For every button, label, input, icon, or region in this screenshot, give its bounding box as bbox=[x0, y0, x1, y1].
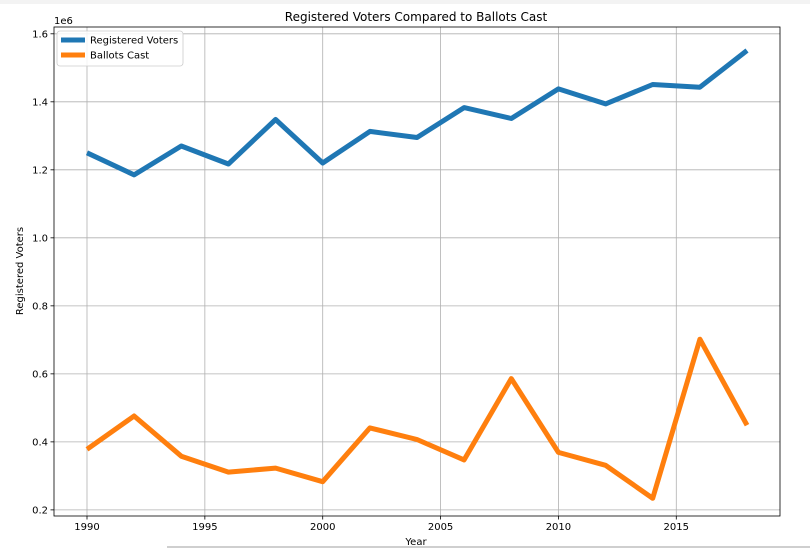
y-tick-label: 1.4 bbox=[32, 97, 48, 108]
y-tick-label: 0.8 bbox=[32, 301, 48, 312]
legend-label: Registered Voters bbox=[90, 36, 178, 47]
x-tick-label: 2000 bbox=[310, 522, 335, 533]
y-axis-offset-label: 1e6 bbox=[54, 16, 73, 27]
legend-box bbox=[56, 30, 184, 67]
bottom-edge-strip bbox=[167, 546, 810, 548]
y-tick-label: 0.4 bbox=[32, 437, 48, 448]
y-tick-label: 1.0 bbox=[32, 233, 48, 244]
y-tick-label: 1.2 bbox=[32, 165, 48, 176]
x-tick-label: 2005 bbox=[428, 522, 453, 533]
x-tick-label: 1995 bbox=[192, 522, 217, 533]
y-tick-label: 1.6 bbox=[32, 29, 48, 40]
chart-title: Registered Voters Compared to Ballots Ca… bbox=[285, 10, 548, 24]
x-tick-label: 1990 bbox=[74, 522, 99, 533]
y-axis-title: Registered Voters bbox=[15, 227, 26, 315]
x-tick-label: 2010 bbox=[546, 522, 571, 533]
series-lines bbox=[85, 48, 750, 501]
axis-ticks: 1990 1995 2000 2005 2010 2015 0.2 0.4 0.6 0.8 1.0 1… bbox=[32, 29, 689, 533]
y-tick-label: 0.6 bbox=[32, 369, 48, 380]
plot-area bbox=[54, 27, 780, 516]
legend-label: Ballots Cast bbox=[90, 51, 149, 62]
plot-border bbox=[53, 26, 781, 517]
x-axis-title: Year bbox=[404, 537, 427, 548]
x-tick-label: 2015 bbox=[664, 522, 689, 533]
legend: Registered Voters Ballots Cast bbox=[56, 30, 184, 67]
y-tick-label: 0.2 bbox=[32, 505, 48, 516]
top-edge-bar bbox=[0, 0, 810, 4]
